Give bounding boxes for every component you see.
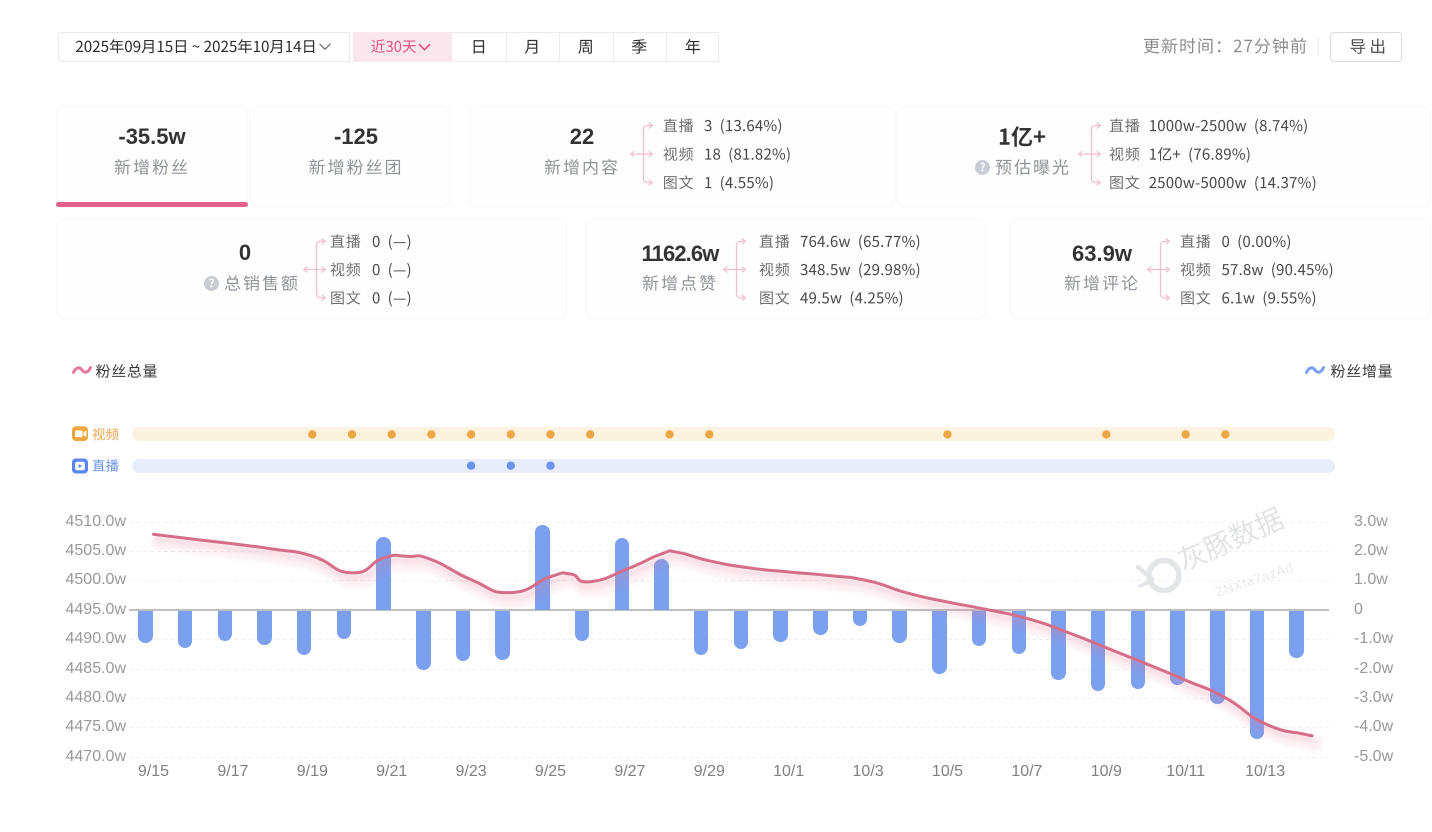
svg-text:ZNXta7azAd: ZNXta7azAd (1213, 560, 1295, 600)
